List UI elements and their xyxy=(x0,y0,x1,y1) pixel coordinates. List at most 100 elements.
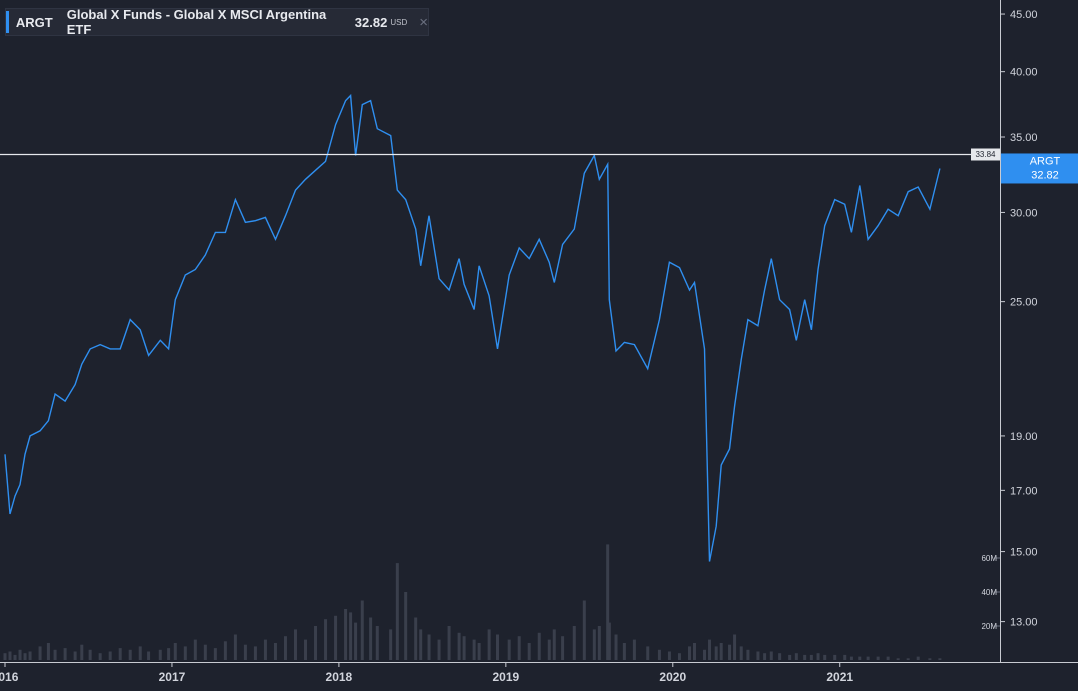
volume-bar xyxy=(334,615,338,660)
volume-bar xyxy=(447,626,451,660)
close-button[interactable]: × xyxy=(419,13,428,31)
volume-bar xyxy=(733,634,737,660)
price-tag xyxy=(1001,153,1078,184)
volume-bar xyxy=(632,639,636,660)
volume-bar xyxy=(572,626,576,660)
volume-bar xyxy=(916,656,920,660)
volume-bar xyxy=(849,656,853,660)
volume-bar xyxy=(823,654,827,660)
volume-bar xyxy=(592,629,596,660)
volume-bar xyxy=(687,646,691,660)
x-tick-label: 2017 xyxy=(159,670,186,684)
volume-bar xyxy=(128,649,132,660)
volume-bar xyxy=(788,654,792,660)
volume-bar xyxy=(147,651,151,660)
volume-bar xyxy=(28,651,32,660)
volume-bar xyxy=(427,634,431,660)
volume-bar xyxy=(858,656,862,660)
volume-bar xyxy=(763,653,767,660)
volume-bar xyxy=(80,644,84,660)
volume-bar xyxy=(866,656,870,660)
volume-tick-label: 60M xyxy=(981,554,997,563)
volume-bar xyxy=(495,634,499,660)
volume-layer: 20M 40M 60M xyxy=(3,544,1000,660)
volume-bar xyxy=(404,592,408,660)
volume-bar xyxy=(657,649,661,660)
volume-bar xyxy=(646,646,650,660)
volume-bar xyxy=(537,632,541,660)
volume-bar xyxy=(906,658,910,660)
volume-bar xyxy=(167,648,171,660)
volume-bar xyxy=(843,654,847,660)
volume-bar xyxy=(728,644,732,660)
x-tick-label: 2018 xyxy=(326,670,353,684)
currency: USD xyxy=(390,17,408,27)
volume-tick-label: 20M xyxy=(981,622,997,631)
price-tag-value: 32.82 xyxy=(1031,169,1059,181)
legend-header: ARGT Global X Funds - Global X MSCI Arge… xyxy=(5,7,429,37)
volume-bar xyxy=(263,639,267,660)
volume-bar xyxy=(692,643,696,660)
volume-bar xyxy=(809,654,813,660)
volume-bar xyxy=(395,563,399,660)
volume-bar xyxy=(349,612,353,660)
volume-bar xyxy=(53,649,57,660)
volume-bar xyxy=(283,636,287,660)
volume-bar xyxy=(833,654,837,660)
volume-bar xyxy=(324,619,328,660)
y-tick-label: 30.00 xyxy=(1010,207,1038,219)
volume-bar xyxy=(8,651,12,660)
price-line xyxy=(4,93,941,562)
volume-bar xyxy=(714,646,718,660)
volume-bar xyxy=(527,643,531,660)
price-tag-name: ARGT xyxy=(1030,155,1061,167)
volume-bar xyxy=(118,648,122,660)
volume-bar xyxy=(677,653,681,660)
volume-bar xyxy=(708,639,712,660)
volume-bar xyxy=(517,636,521,660)
x-tick-label: 2021 xyxy=(826,670,853,684)
volume-bar xyxy=(607,622,611,660)
volume-bar xyxy=(816,653,820,660)
y-tick-label: 45.00 xyxy=(1010,9,1038,21)
volume-bar xyxy=(183,646,187,660)
volume-bar xyxy=(703,649,707,660)
volume-bar xyxy=(561,636,565,660)
instrument-name: Global X Funds - Global X MSCI Argentina… xyxy=(66,7,327,37)
volume-bar xyxy=(487,629,491,660)
volume-bar xyxy=(46,643,50,660)
volume-bar xyxy=(375,626,379,660)
y-tick-label: 40.00 xyxy=(1010,67,1038,79)
volume-bar xyxy=(778,653,782,660)
volume-bar xyxy=(293,629,297,660)
volume-bar xyxy=(354,622,358,660)
volume-bar xyxy=(304,639,308,660)
volume-bar xyxy=(457,632,461,660)
volume-bar xyxy=(273,643,277,660)
horizontal-line-label: 33.84 xyxy=(975,150,996,159)
volume-bar xyxy=(938,658,942,660)
volume-bar xyxy=(419,629,423,660)
volume-bar xyxy=(138,646,142,660)
volume-bar xyxy=(886,656,890,660)
volume-tick-label: 40M xyxy=(981,588,997,597)
volume-bar xyxy=(597,626,601,660)
volume-bar xyxy=(928,658,932,660)
horizontal-line-label-bg xyxy=(971,148,1000,161)
volume-bar xyxy=(223,641,227,660)
volume-bar xyxy=(803,654,807,660)
volume-bar xyxy=(63,648,67,660)
volume-bar xyxy=(769,651,773,660)
last-price: 32.82 xyxy=(354,14,388,30)
volume-bar xyxy=(477,643,481,660)
volume-bar xyxy=(243,644,247,660)
volume-bar xyxy=(3,653,7,660)
volume-bar xyxy=(253,646,257,660)
volume-bar xyxy=(23,653,27,660)
volume-bar xyxy=(18,649,22,660)
ticker: ARGT xyxy=(15,14,53,30)
volume-bar xyxy=(622,643,626,660)
y-tick-label: 13.00 xyxy=(1010,617,1038,629)
volume-bar xyxy=(794,653,798,660)
